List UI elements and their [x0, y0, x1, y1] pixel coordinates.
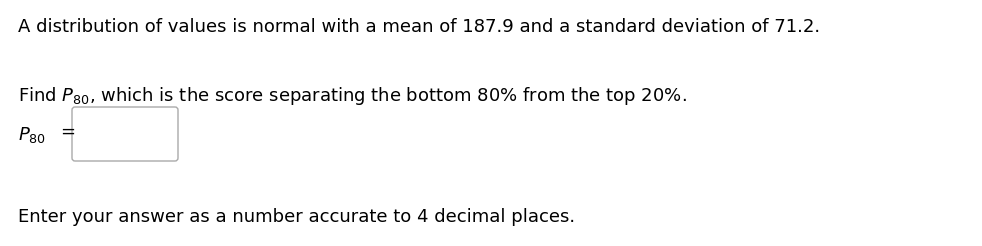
- Text: A distribution of values is normal with a mean of 187.9 and a standard deviation: A distribution of values is normal with …: [18, 18, 820, 36]
- Text: $P_{80}$: $P_{80}$: [18, 125, 46, 145]
- Text: Find $P_{80}$, which is the score separating the bottom 80% from the top 20%.: Find $P_{80}$, which is the score separa…: [18, 85, 686, 107]
- Text: Enter your answer as a number accurate to 4 decimal places.: Enter your answer as a number accurate t…: [18, 208, 575, 226]
- Text: =: =: [60, 123, 75, 141]
- FancyBboxPatch shape: [72, 107, 178, 161]
